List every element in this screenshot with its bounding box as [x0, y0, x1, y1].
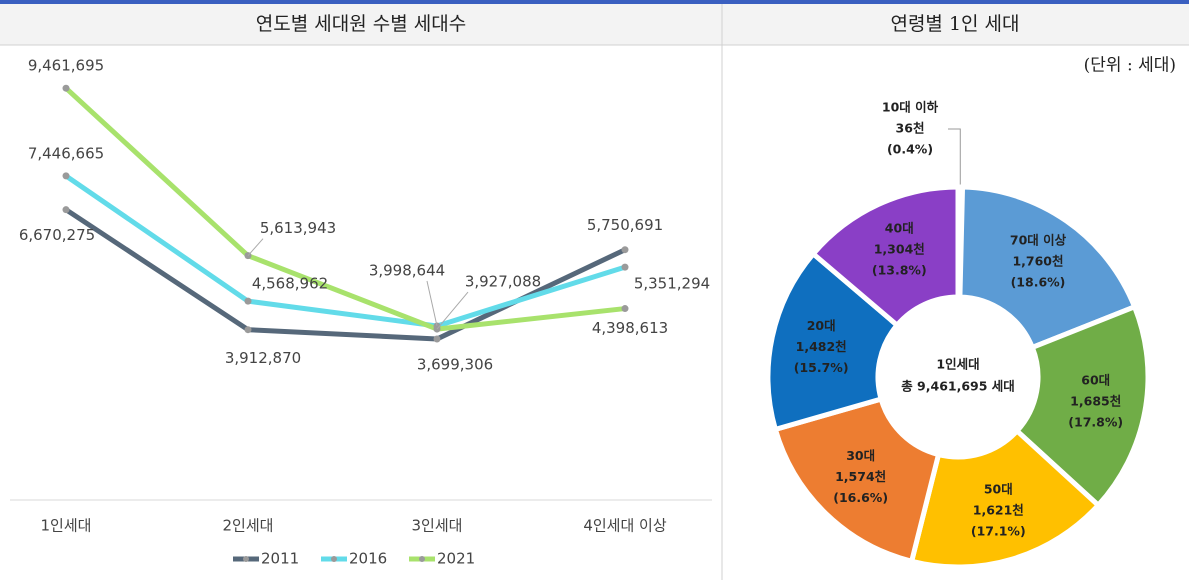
segment-value: 1,482천 [796, 339, 847, 354]
segment-percent: (15.7%) [794, 360, 849, 375]
segment-percent: (17.1%) [971, 524, 1026, 539]
point [244, 297, 252, 305]
top-bar [0, 0, 1189, 4]
data-label: 6,670,275 [19, 226, 95, 244]
data-label: 9,461,695 [28, 57, 104, 75]
segment-value: 1,621천 [973, 503, 1024, 518]
x-tick-label: 1인세대 [41, 517, 92, 535]
legend-label: 2016 [349, 550, 387, 568]
segment-name: 10대 이하 [882, 100, 939, 115]
segment-percent: (17.8%) [1068, 415, 1123, 430]
center-total: 총 9,461,695 세대 [901, 379, 1015, 394]
leader-line [436, 291, 469, 330]
segment-name: 20대 [807, 318, 836, 333]
legend-marker [419, 556, 425, 562]
x-tick-label: 2인세대 [223, 517, 274, 535]
header [0, 4, 1189, 45]
x-tick-label: 4인세대 이상 [583, 517, 667, 535]
point [244, 326, 252, 334]
legend-marker [331, 556, 337, 562]
point [621, 246, 629, 254]
leader-line [426, 280, 438, 327]
data-label: 3,699,306 [417, 355, 493, 373]
series-line [64, 86, 626, 332]
legend-label: 2021 [437, 550, 475, 568]
segment-percent: (18.6%) [1011, 275, 1066, 290]
x-tick-label: 3인세대 [412, 517, 463, 535]
donut-segment [957, 184, 1138, 351]
chart-title: 연도별 세대원 수별 세대수 [256, 13, 466, 35]
segment-name: 50대 [984, 482, 1013, 497]
data-label: 7,446,665 [28, 144, 104, 162]
segment-value: 1,760천 [1012, 254, 1063, 269]
donut-segment [1013, 303, 1151, 509]
segment-value: 36천 [896, 121, 925, 136]
segment-name: 70대 이상 [1010, 233, 1067, 248]
segment-name: 30대 [846, 448, 875, 463]
data-label: 3,927,088 [465, 273, 541, 291]
segment-value: 1,304천 [874, 241, 925, 256]
donut-segment [772, 395, 942, 565]
donut-segment [908, 427, 1102, 570]
segment-percent: (16.6%) [833, 490, 888, 505]
point [62, 84, 70, 92]
data-label: 3,998,644 [369, 261, 445, 279]
data-label: 5,351,294 [634, 275, 710, 293]
leader-line [948, 128, 961, 190]
data-label: 3,912,870 [225, 349, 301, 367]
data-label: 4,398,613 [592, 319, 668, 337]
point [621, 263, 629, 271]
leader-line [247, 238, 264, 256]
segment-value: 1,574천 [835, 469, 886, 484]
point [62, 206, 70, 214]
data-label: 5,613,943 [260, 219, 336, 237]
segment-percent: (0.4%) [887, 142, 933, 157]
series-line [64, 173, 626, 329]
segment-name: 40대 [885, 220, 914, 235]
data-label: 4,568,962 [252, 275, 328, 293]
point [621, 305, 629, 313]
data-label: 5,750,691 [587, 216, 663, 234]
donut-segment [809, 184, 961, 329]
point [62, 172, 70, 180]
legend-label: 2011 [261, 550, 299, 568]
segment-percent: (13.8%) [872, 262, 927, 277]
chart-title: 연령별 1인 세대 [890, 13, 1019, 35]
segment-name: 60대 [1081, 373, 1110, 388]
segment-value: 1,685천 [1070, 394, 1121, 409]
legend-marker [243, 556, 249, 562]
point [433, 335, 441, 343]
unit-note: (단위 : 세대) [1084, 56, 1176, 76]
center-label: 1인세대 [936, 357, 979, 372]
